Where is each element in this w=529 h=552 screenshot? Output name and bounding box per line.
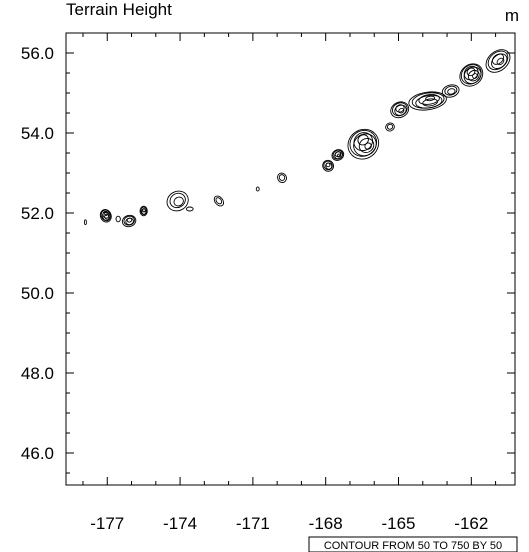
contour-feature (213, 195, 225, 207)
y-tick-label: 48.0 (21, 364, 54, 383)
contour-line (422, 98, 438, 107)
contour-line (415, 94, 443, 109)
contour-line (447, 88, 456, 95)
contour-line (83, 219, 87, 226)
contour-line (347, 128, 380, 160)
contour-line (395, 104, 405, 113)
contour-info-label: CONTOUR FROM 50 TO 750 BY 50 (324, 540, 502, 552)
contour-line (358, 137, 375, 153)
contour-feature (408, 91, 447, 111)
contour-feature (459, 63, 484, 87)
contour-line (390, 101, 410, 119)
contour-line (459, 63, 484, 87)
y-tick-label: 54.0 (21, 124, 54, 143)
contour-line (277, 172, 287, 183)
chart-title: Terrain Height (66, 0, 172, 19)
contour-line (408, 91, 447, 111)
contour-feature (121, 214, 137, 228)
contour-line (353, 132, 373, 152)
axis-ticks (66, 32, 515, 485)
contour-feature (441, 84, 460, 98)
contour-line (126, 217, 133, 223)
contour-line (353, 133, 377, 157)
x-tick-label: -165 (381, 514, 415, 533)
y-tick-label: 52.0 (21, 204, 54, 223)
contour-line (102, 211, 111, 222)
x-tick-labels: -177 -174 -171 -168 -165 -162 (90, 514, 488, 533)
contour-feature (385, 122, 395, 132)
info-box-border (308, 536, 518, 552)
contour-line (485, 49, 511, 73)
contour-feature (115, 215, 121, 223)
contour-line (418, 94, 440, 105)
contour-feature (347, 128, 380, 160)
x-tick-label: -177 (90, 514, 124, 533)
contour-line (385, 122, 395, 132)
x-tick-label: -171 (236, 514, 270, 533)
units-label: m (505, 6, 519, 25)
contour-feature (485, 49, 511, 73)
contour-line (496, 57, 505, 66)
contour-feature (139, 205, 148, 217)
plot-frame (65, 32, 516, 486)
contour-line (215, 197, 223, 205)
contour-line (125, 217, 134, 226)
contour-feature (185, 206, 194, 212)
contour-lines (83, 49, 511, 228)
y-tick-label: 50.0 (21, 284, 54, 303)
contour-line (467, 69, 480, 82)
x-tick-label: -162 (454, 514, 488, 533)
contour-line (441, 84, 460, 98)
contour-line (322, 159, 334, 172)
contour-line (492, 53, 505, 65)
contour-line (278, 174, 286, 181)
contour-line (336, 153, 342, 158)
y-tick-label: 56.0 (21, 44, 54, 63)
contour-line (331, 149, 345, 161)
contour-line (169, 192, 186, 209)
y-tick-label: 46.0 (21, 444, 54, 463)
contour-line (325, 162, 331, 168)
contour-line (491, 53, 508, 69)
contour-line (463, 66, 482, 84)
contour-line (142, 208, 146, 213)
contour-line (104, 213, 110, 220)
contour-line (173, 196, 184, 207)
contour-line (185, 206, 194, 212)
contour-line (364, 142, 372, 150)
contour-line (255, 186, 260, 192)
contour-line (425, 95, 436, 102)
contour-feature (322, 159, 334, 172)
contour-line (139, 205, 148, 217)
x-tick-label: -168 (309, 514, 343, 533)
contour-line (394, 104, 407, 116)
contour-feature (255, 186, 260, 192)
contour-info-box: CONTOUR FROM 50 TO 750 BY 50 (308, 536, 518, 552)
contour-line (99, 209, 112, 223)
contour-feature (277, 172, 287, 183)
contour-feature (331, 149, 345, 161)
contour-line (386, 123, 394, 130)
contour-feature (99, 209, 112, 223)
contour-line (398, 107, 405, 114)
contour-line (444, 85, 458, 96)
contour-feature (390, 101, 410, 119)
contour-line (472, 73, 478, 79)
contour-line (213, 195, 225, 207)
contour-line (115, 215, 121, 223)
contour-line (102, 210, 110, 219)
contour-line (166, 190, 189, 212)
x-tick-label: -174 (163, 514, 197, 533)
y-tick-labels: 46.0 48.0 50.0 52.0 54.0 56.0 (21, 44, 54, 463)
contour-line (104, 212, 108, 216)
contour-feature (83, 219, 87, 226)
contour-line (121, 214, 137, 228)
contour-line (334, 151, 342, 158)
contour-feature (166, 190, 189, 212)
